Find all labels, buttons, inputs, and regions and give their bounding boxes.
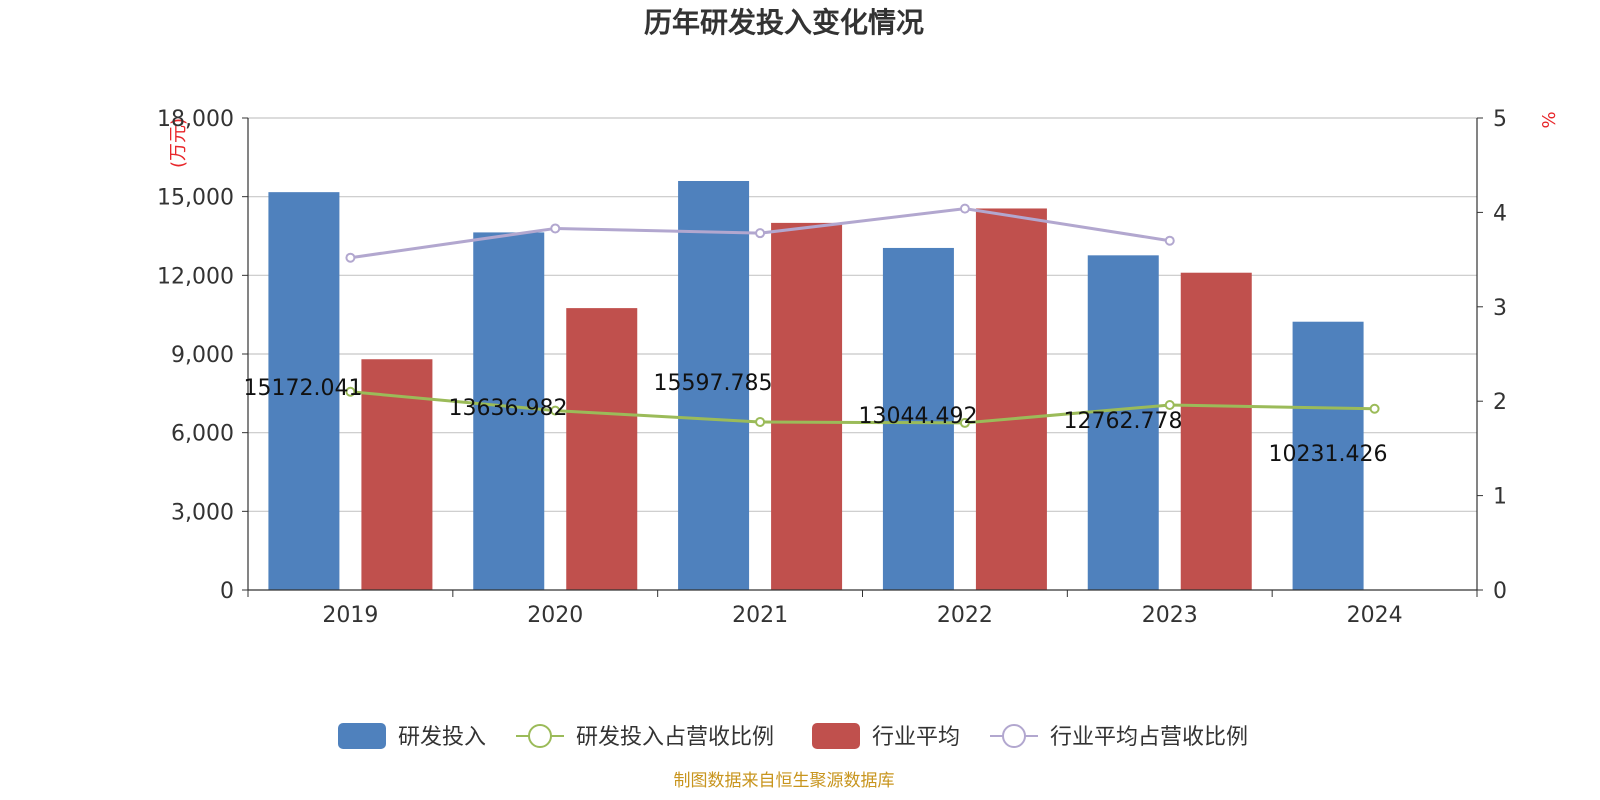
legend-label-研发投入: 研发投入: [398, 725, 486, 750]
left-axis-tick-label: 6,000: [171, 422, 234, 447]
point-行业平均占营收比例: [959, 203, 970, 214]
grid-lines: [248, 117, 1477, 512]
bar-行业平均-2023: [1180, 272, 1252, 590]
point-研发投入占营收比例: [1369, 403, 1380, 414]
bar-行业平均-2021: [771, 222, 843, 590]
x-axis-tick-label: 2019: [322, 603, 378, 628]
left-axis-tick-label: 18,000: [157, 107, 234, 132]
point-研发投入占营收比例: [1164, 399, 1175, 410]
point-行业平均占营收比例: [345, 252, 356, 263]
bar-研发投入-2021: [678, 180, 750, 591]
right-axis-tick-label: 5: [1493, 107, 1507, 132]
legend: 研发投入 研发投入占营收比例 行业平均 行业平均占营收比例: [338, 723, 1248, 750]
bar-研发投入-2022: [882, 247, 954, 590]
left-axis-tick-label: 12,000: [157, 264, 234, 289]
bar-研发投入-2020: [473, 232, 545, 590]
point-研发投入占营收比例: [755, 416, 766, 427]
bar-研发投入-2023: [1087, 255, 1159, 590]
legend-label-行业平均: 行业平均: [872, 725, 960, 750]
data-label: 15597.785: [654, 371, 773, 396]
left-axis-tick-label: 9,000: [171, 343, 234, 368]
legend-marker-行业平均占营收比例: [1002, 724, 1026, 748]
bar-行业平均-2022: [975, 208, 1047, 590]
legend-swatch-行业平均: [812, 723, 860, 749]
x-axis-tick-label: 2023: [1142, 603, 1198, 628]
x-axis-tick-label: 2024: [1347, 603, 1403, 628]
right-axis-tick-label: 3: [1493, 296, 1507, 321]
data-label: 10231.426: [1269, 442, 1388, 467]
x-axis-tick-label: 2022: [937, 603, 993, 628]
left-axis-tick-label: 15,000: [157, 186, 234, 211]
point-研发投入占营收比例: [345, 386, 356, 397]
point-行业平均占营收比例: [755, 228, 766, 239]
data-label: 12762.778: [1064, 409, 1183, 434]
point-研发投入占营收比例: [959, 417, 970, 428]
left-axis-unit: (万元): [168, 118, 189, 168]
legend-label-行业平均占营收比例: 行业平均占营收比例: [1050, 725, 1248, 750]
left-axis-tick-label: 0: [220, 579, 234, 604]
right-axis-tick-label: 0: [1493, 579, 1507, 604]
data-label: 13636.982: [449, 396, 568, 421]
bar-研发投入-2019: [268, 192, 340, 590]
right-axis-tick-label: 4: [1493, 201, 1507, 226]
chart-title: 历年研发投入变化情况: [644, 6, 924, 39]
x-axis-tick-label: 2021: [732, 603, 788, 628]
left-axis-tick-label: 3,000: [171, 500, 234, 525]
bar-行业平均-2020: [566, 308, 638, 590]
bar-研发投入-2024: [1292, 321, 1364, 590]
lines: [345, 203, 1380, 428]
line-研发投入占营收比例: [350, 390, 1375, 425]
point-研发投入占营收比例: [550, 405, 561, 416]
data-label: 15172.041: [244, 376, 363, 401]
axes: 0 3,000 6,000 9,000 12,000 15,000 18,000 0 1 2 3 4 5…: [157, 107, 1507, 628]
right-axis-unit: %: [1539, 111, 1560, 128]
x-axis-tick-label: 2020: [527, 603, 583, 628]
point-行业平均占营收比例: [1164, 235, 1175, 246]
data-source: 制图数据来自恒生聚源数据库: [674, 771, 895, 791]
data-label: 13044.492: [859, 404, 978, 429]
right-axis-tick-label: 2: [1493, 390, 1507, 415]
right-axis-tick-label: 1: [1493, 485, 1507, 510]
bars: [268, 180, 1364, 591]
data-labels: 15172.041 13636.982 15597.785 13044.492 1276…: [244, 371, 1388, 467]
legend-marker-研发投入占营收比例: [528, 724, 552, 748]
point-行业平均占营收比例: [550, 223, 561, 234]
legend-label-研发投入占营收比例: 研发投入占营收比例: [576, 725, 774, 750]
legend-swatch-研发投入: [338, 723, 386, 749]
